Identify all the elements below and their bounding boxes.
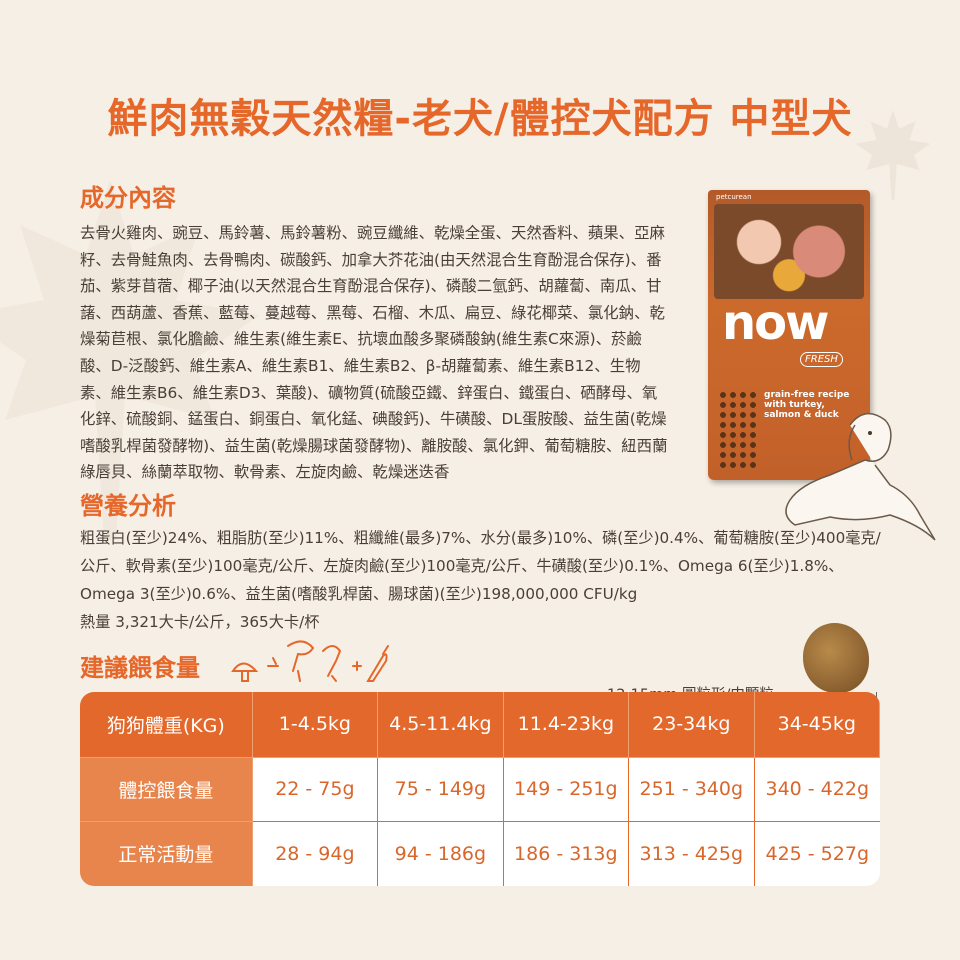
bag-brand: petcurean [716, 193, 752, 201]
weight-header: 34-45kg [754, 691, 880, 758]
bag-logo: now [722, 295, 829, 351]
table-cell: 251 - 340g [629, 757, 755, 822]
table-cell: 186 - 313g [503, 821, 630, 886]
food-doodle-icons [231, 640, 389, 682]
table-row: 正常活動量 28 - 94g 94 - 186g 186 - 313g 313 … [80, 821, 880, 886]
weight-header: 23-34kg [629, 691, 755, 758]
table-cell: 340 - 422g [754, 757, 880, 822]
calories-text: 熱量 3,321大卡/公斤，365大卡/杯 [80, 612, 320, 631]
header-label: 狗狗體重(KG) [80, 691, 253, 758]
bag-food-photo [714, 204, 864, 299]
weight-header: 1-4.5kg [252, 691, 379, 758]
table-row: 體控餵食量 22 - 75g 75 - 149g 149 - 251g 251 … [80, 757, 880, 822]
feeding-heading: 建議餵食量 [80, 653, 200, 682]
content-column: 成分內容 去骨火雞肉、豌豆、馬鈴薯、馬鈴薯粉、豌豆纖維、乾燥全蛋、天然香料、蘋果… [80, 182, 890, 886]
row-label: 體控餵食量 [80, 757, 253, 822]
nutrition-heading: 營養分析 [80, 491, 176, 520]
kibble-image [803, 623, 869, 693]
dog-illustration [785, 412, 936, 541]
maple-leaf-decoration [855, 110, 931, 200]
table-cell: 22 - 75g [252, 757, 379, 822]
weight-header: 4.5-11.4kg [378, 691, 504, 758]
feeding-heading-row: 建議餵食量 [80, 640, 890, 692]
table-cell: 94 - 186g [378, 821, 504, 886]
feeding-table: 狗狗體重(KG) 1-4.5kg 4.5-11.4kg 11.4-23kg 23… [80, 691, 880, 886]
table-cell: 313 - 425g [629, 821, 755, 886]
product-bag-image: petcurean now FRESH grain-free recipe wi… [708, 190, 870, 480]
bag-recipe: grain-free recipe with turkey, salmon & … [764, 390, 850, 420]
table-cell: 425 - 527g [754, 821, 880, 886]
bag-sub-logo: FRESH [800, 352, 843, 367]
table-cell: 75 - 149g [378, 757, 504, 822]
row-label: 正常活動量 [80, 821, 253, 886]
nutrition-text: 粗蛋白(至少)24%、粗脂肪(至少)11%、粗纖維(最多)7%、水分(最多)10… [80, 528, 881, 603]
weight-header: 11.4-23kg [503, 691, 630, 758]
table-cell: 28 - 94g [252, 821, 379, 886]
table-header-row: 狗狗體重(KG) 1-4.5kg 4.5-11.4kg 11.4-23kg 23… [80, 691, 880, 758]
maple-leaf-decoration [0, 180, 260, 540]
ingredients-heading: 成分內容 [80, 184, 176, 212]
bag-kibbles [718, 390, 760, 470]
table-cell: 149 - 251g [503, 757, 630, 822]
page-title: 鮮肉無穀天然糧-老犬/體控犬配方 中型犬 [107, 96, 853, 142]
ingredients-text: 去骨火雞肉、豌豆、馬鈴薯、馬鈴薯粉、豌豆纖維、乾燥全蛋、天然香料、蘋果、亞麻籽、… [80, 224, 668, 482]
